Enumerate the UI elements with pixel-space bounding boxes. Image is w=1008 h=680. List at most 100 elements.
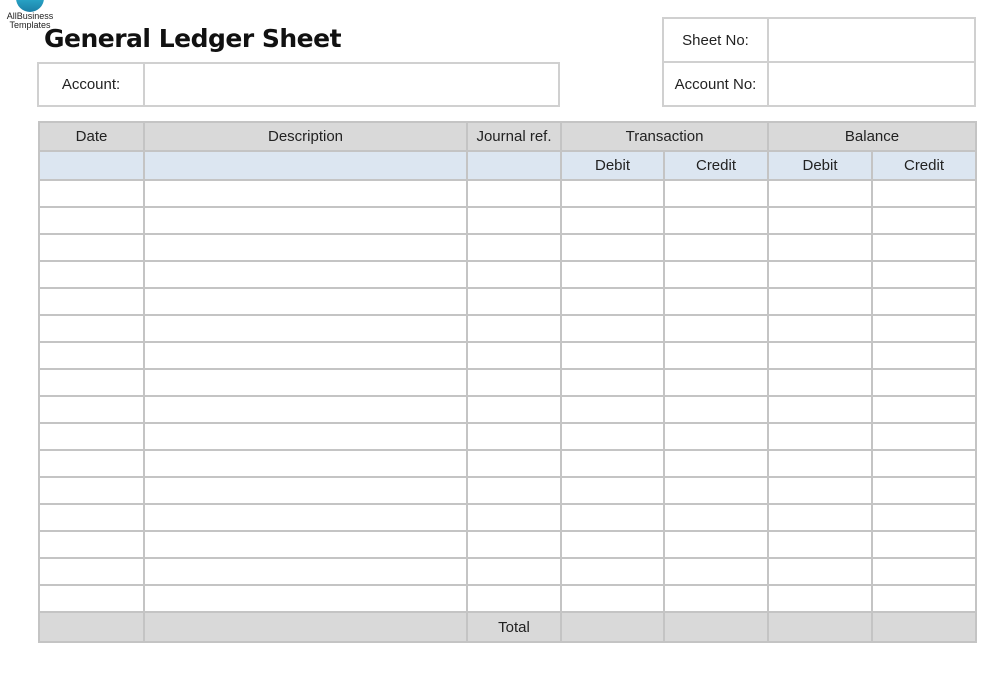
cell-transaction-credit[interactable] [663, 557, 769, 586]
cell-transaction-debit[interactable] [560, 287, 665, 316]
cell-balance-credit[interactable] [871, 584, 977, 613]
cell-date[interactable] [38, 260, 145, 289]
cell-journal-ref[interactable] [466, 422, 562, 451]
cell-date[interactable] [38, 341, 145, 370]
cell-date[interactable] [38, 314, 145, 343]
cell-journal-ref[interactable] [466, 557, 562, 586]
cell-transaction-credit[interactable] [663, 422, 769, 451]
cell-journal-ref[interactable] [466, 503, 562, 532]
cell-transaction-debit[interactable] [560, 530, 665, 559]
cell-balance-debit[interactable] [767, 449, 873, 478]
cell-journal-ref[interactable] [466, 530, 562, 559]
cell-description[interactable] [143, 314, 468, 343]
cell-balance-credit[interactable] [871, 503, 977, 532]
cell-transaction-credit[interactable] [663, 368, 769, 397]
cell-balance-credit[interactable] [871, 179, 977, 208]
cell-description[interactable] [143, 449, 468, 478]
cell-date[interactable] [38, 422, 145, 451]
cell-journal-ref[interactable] [466, 206, 562, 235]
total-date[interactable] [38, 611, 145, 643]
cell-transaction-debit[interactable] [560, 584, 665, 613]
cell-date[interactable] [38, 557, 145, 586]
cell-balance-debit[interactable] [767, 395, 873, 424]
cell-description[interactable] [143, 287, 468, 316]
cell-description[interactable] [143, 557, 468, 586]
cell-balance-debit[interactable] [767, 287, 873, 316]
cell-balance-debit[interactable] [767, 179, 873, 208]
cell-balance-credit[interactable] [871, 368, 977, 397]
cell-journal-ref[interactable] [466, 584, 562, 613]
cell-transaction-debit[interactable] [560, 395, 665, 424]
cell-transaction-debit[interactable] [560, 557, 665, 586]
cell-transaction-debit[interactable] [560, 260, 665, 289]
cell-balance-credit[interactable] [871, 449, 977, 478]
cell-transaction-credit[interactable] [663, 206, 769, 235]
cell-journal-ref[interactable] [466, 287, 562, 316]
cell-transaction-credit[interactable] [663, 584, 769, 613]
cell-journal-ref[interactable] [466, 233, 562, 262]
cell-date[interactable] [38, 179, 145, 208]
cell-transaction-credit[interactable] [663, 395, 769, 424]
cell-balance-credit[interactable] [871, 314, 977, 343]
cell-journal-ref[interactable] [466, 314, 562, 343]
cell-description[interactable] [143, 206, 468, 235]
total-transaction-credit[interactable] [663, 611, 769, 643]
cell-transaction-credit[interactable] [663, 260, 769, 289]
cell-transaction-debit[interactable] [560, 422, 665, 451]
cell-balance-debit[interactable] [767, 476, 873, 505]
cell-transaction-debit[interactable] [560, 368, 665, 397]
cell-transaction-credit[interactable] [663, 341, 769, 370]
cell-description[interactable] [143, 179, 468, 208]
cell-transaction-credit[interactable] [663, 449, 769, 478]
cell-balance-debit[interactable] [767, 530, 873, 559]
cell-description[interactable] [143, 341, 468, 370]
cell-journal-ref[interactable] [466, 260, 562, 289]
cell-balance-credit[interactable] [871, 287, 977, 316]
total-transaction-debit[interactable] [560, 611, 665, 643]
cell-date[interactable] [38, 476, 145, 505]
cell-transaction-credit[interactable] [663, 476, 769, 505]
cell-transaction-credit[interactable] [663, 314, 769, 343]
cell-journal-ref[interactable] [466, 179, 562, 208]
cell-balance-credit[interactable] [871, 557, 977, 586]
cell-journal-ref[interactable] [466, 476, 562, 505]
cell-balance-debit[interactable] [767, 584, 873, 613]
total-description[interactable] [143, 611, 468, 643]
account-field[interactable] [145, 64, 558, 105]
cell-balance-credit[interactable] [871, 233, 977, 262]
cell-balance-credit[interactable] [871, 260, 977, 289]
cell-transaction-credit[interactable] [663, 287, 769, 316]
cell-date[interactable] [38, 233, 145, 262]
cell-description[interactable] [143, 395, 468, 424]
cell-balance-debit[interactable] [767, 503, 873, 532]
account-no-field[interactable] [769, 63, 974, 105]
cell-transaction-debit[interactable] [560, 341, 665, 370]
cell-date[interactable] [38, 530, 145, 559]
cell-transaction-debit[interactable] [560, 503, 665, 532]
cell-description[interactable] [143, 503, 468, 532]
cell-journal-ref[interactable] [466, 395, 562, 424]
cell-balance-credit[interactable] [871, 422, 977, 451]
cell-description[interactable] [143, 530, 468, 559]
cell-date[interactable] [38, 287, 145, 316]
cell-journal-ref[interactable] [466, 449, 562, 478]
cell-transaction-credit[interactable] [663, 503, 769, 532]
cell-date[interactable] [38, 584, 145, 613]
cell-description[interactable] [143, 260, 468, 289]
cell-balance-debit[interactable] [767, 233, 873, 262]
cell-balance-credit[interactable] [871, 530, 977, 559]
cell-balance-credit[interactable] [871, 206, 977, 235]
cell-transaction-debit[interactable] [560, 233, 665, 262]
cell-transaction-credit[interactable] [663, 233, 769, 262]
cell-balance-debit[interactable] [767, 557, 873, 586]
total-balance-debit[interactable] [767, 611, 873, 643]
cell-balance-debit[interactable] [767, 341, 873, 370]
sheet-no-field[interactable] [769, 19, 974, 61]
cell-balance-debit[interactable] [767, 260, 873, 289]
cell-transaction-debit[interactable] [560, 206, 665, 235]
cell-balance-debit[interactable] [767, 422, 873, 451]
cell-date[interactable] [38, 206, 145, 235]
cell-journal-ref[interactable] [466, 368, 562, 397]
cell-date[interactable] [38, 395, 145, 424]
cell-journal-ref[interactable] [466, 341, 562, 370]
